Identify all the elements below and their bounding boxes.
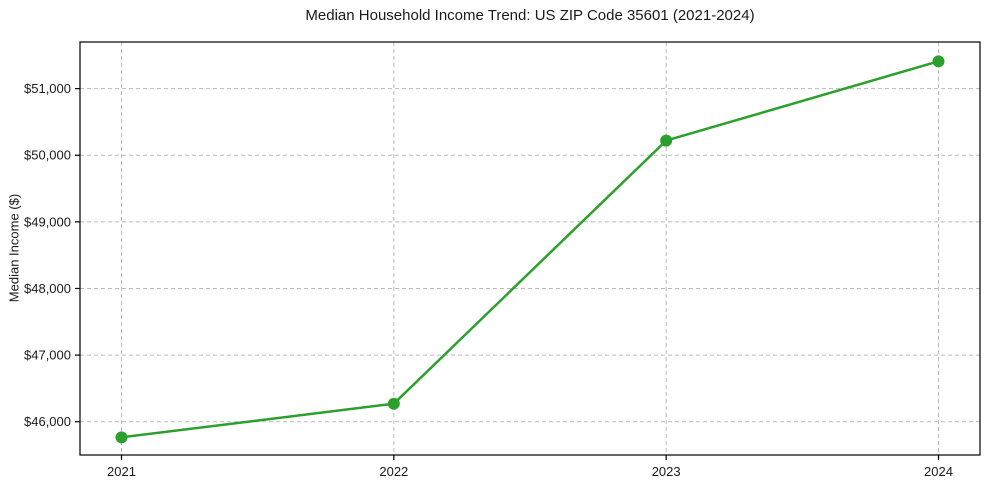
x-tick-label: 2022: [379, 464, 408, 479]
y-tick-label: $50,000: [24, 148, 71, 163]
x-tick-label: 2024: [924, 464, 953, 479]
y-tick-label: $51,000: [24, 81, 71, 96]
y-tick-label: $48,000: [24, 281, 71, 296]
data-point-marker: [660, 134, 673, 147]
data-point-marker: [387, 397, 400, 410]
trend-line: [120, 60, 940, 439]
y-tick-label: $49,000: [24, 214, 71, 229]
x-tick-label: 2021: [107, 464, 136, 479]
data-point-marker: [115, 431, 128, 444]
y-tick-label: $46,000: [24, 414, 71, 429]
plot-border: [79, 41, 981, 456]
data-point-marker: [932, 55, 945, 68]
y-tick-label: $47,000: [24, 348, 71, 363]
chart-title: Median Household Income Trend: US ZIP Co…: [305, 7, 755, 24]
x-tick-label: 2023: [652, 464, 681, 479]
